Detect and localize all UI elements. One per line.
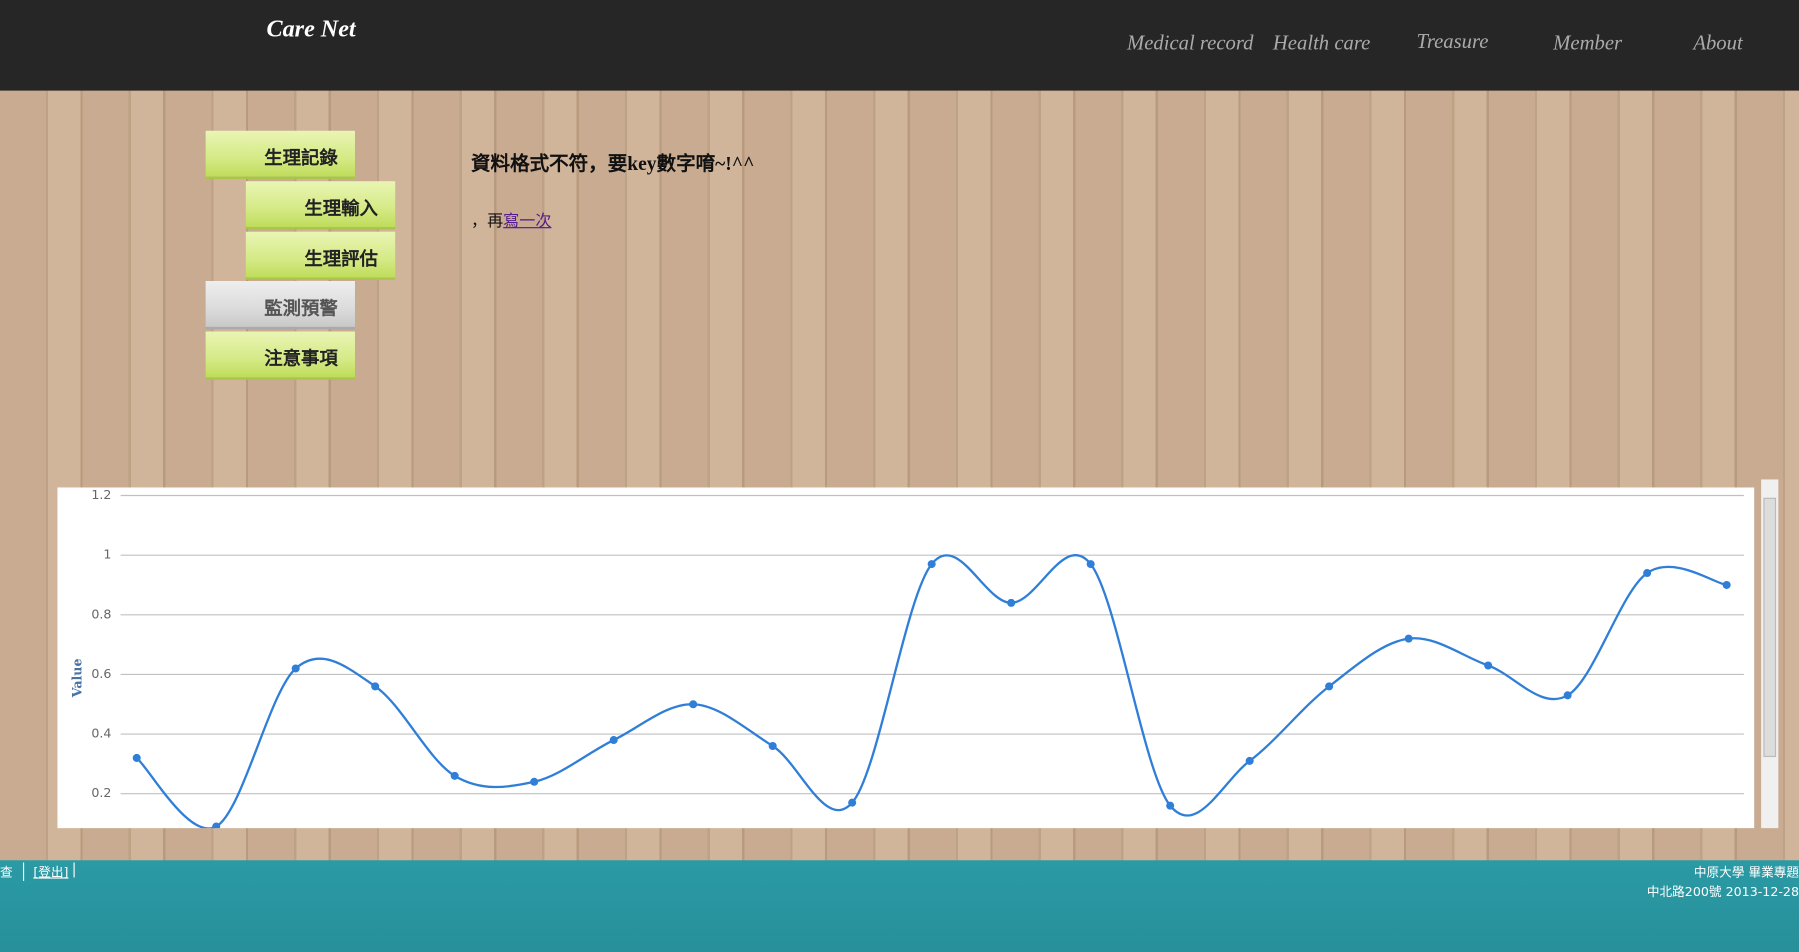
point [1325,682,1334,691]
y-tick-label: 0.2 [91,785,111,800]
y-tick-label: 1.2 [91,487,111,502]
menu-item[interactable]: 監測預警 [205,281,355,330]
point [450,771,459,780]
point [1722,580,1731,589]
scroll-thumb[interactable] [1763,497,1777,758]
point [927,560,936,569]
point [291,664,300,673]
brand[interactable]: Care Net [266,14,356,43]
retry-link[interactable]: 寫一次 [503,213,552,231]
footer: 查 [登出] 中原大學 畢業專題 中北路200號 2013-12-28 [0,860,1799,952]
point [1484,661,1493,670]
nav-link[interactable]: About [1693,30,1743,54]
chart: Value 0.2 0.4 0.6 0.8 1 1.2 [57,487,1755,829]
point [689,700,698,709]
error-message: 資料格式不符，要key數字唷~!^^ [471,152,755,175]
point [132,753,141,762]
point [609,736,618,745]
y-tick-label: 1 [103,547,111,562]
menu-item[interactable]: 生理輸入 [245,181,396,230]
point [1086,560,1095,569]
point [1563,691,1572,700]
y-axis-title: Value [70,659,85,699]
footer-link[interactable]: 查 [0,864,13,880]
nav-link[interactable]: Health care [1272,30,1371,54]
nav-bar: Care Net Medical record Health care Trea… [0,0,1799,91]
y-tick-label: 0.8 [91,606,111,621]
menu-item[interactable]: 注意事項 [205,331,355,380]
menu-item[interactable]: 生理記錄 [205,130,355,179]
point [768,741,777,751]
point [1007,598,1016,607]
retry-prefix: ，再 [471,213,504,231]
y-tick-label: 0.6 [91,666,111,681]
point [1245,756,1254,765]
point [212,822,221,829]
point [1643,569,1652,578]
nav-link[interactable]: Member [1553,30,1623,54]
line [135,554,1727,829]
separator [73,862,75,878]
footer-text: 中原大學 畢業專題 [1693,864,1799,880]
nav-link[interactable]: Treasure [1416,29,1489,53]
point [371,682,380,691]
scrollbar[interactable] [1761,479,1779,829]
nav-link[interactable]: Medical record [1126,30,1254,54]
retry-line: ，再寫一次 [471,209,551,232]
point [1404,634,1413,643]
point [848,798,857,807]
point [530,777,539,786]
y-tick-label: 0.4 [91,726,111,741]
footer-text: 中北路200號 2013-12-28 [1646,884,1799,900]
menu-item[interactable]: 生理評估 [245,231,396,280]
footer-link[interactable]: [登出] [22,862,68,881]
point [1166,801,1175,810]
